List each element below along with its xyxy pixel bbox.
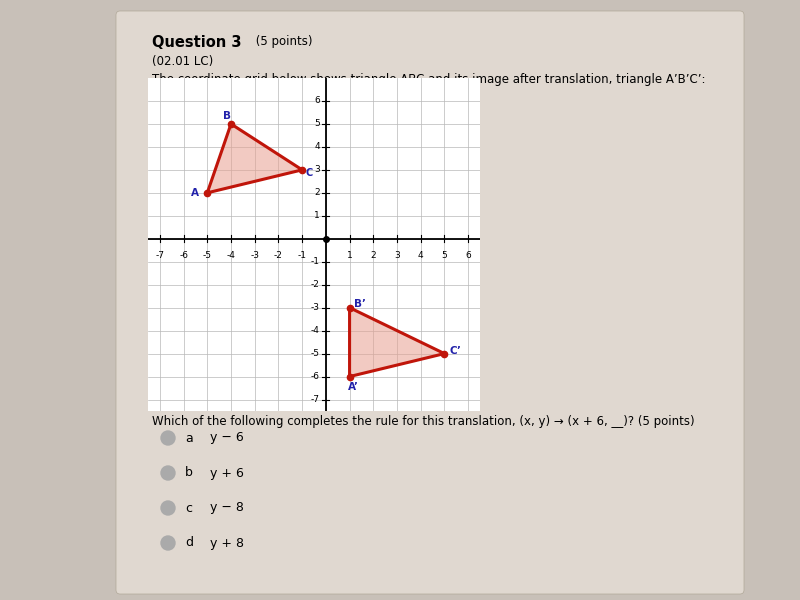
Text: c: c — [185, 502, 192, 514]
Text: 4: 4 — [418, 251, 423, 260]
Polygon shape — [350, 308, 445, 377]
Text: 5: 5 — [314, 119, 320, 128]
Text: -3: -3 — [250, 251, 259, 260]
Text: -2: -2 — [311, 280, 320, 289]
Text: B’: B’ — [354, 299, 366, 309]
Text: -7: -7 — [311, 395, 320, 404]
Text: 2: 2 — [314, 188, 320, 197]
Text: a: a — [185, 431, 193, 445]
Text: A: A — [191, 188, 199, 198]
Text: y − 6: y − 6 — [210, 431, 244, 445]
Text: 3: 3 — [394, 251, 400, 260]
Text: -2: -2 — [274, 251, 283, 260]
Text: 1: 1 — [346, 251, 353, 260]
Text: -5: -5 — [311, 349, 320, 358]
Text: d: d — [185, 536, 193, 550]
Text: 4: 4 — [314, 142, 320, 151]
Text: y + 6: y + 6 — [210, 467, 244, 479]
Text: B: B — [223, 111, 231, 121]
Text: b: b — [185, 467, 193, 479]
Text: 1: 1 — [314, 211, 320, 220]
Text: 2: 2 — [370, 251, 376, 260]
Text: C’: C’ — [449, 346, 461, 356]
Text: Question 3: Question 3 — [152, 35, 242, 50]
Text: Which of the following completes the rule for this translation, (x, y) → (x + 6,: Which of the following completes the rul… — [152, 415, 694, 428]
Text: -1: -1 — [298, 251, 306, 260]
Circle shape — [161, 466, 175, 480]
Text: C: C — [306, 169, 313, 178]
Text: 6: 6 — [466, 251, 471, 260]
Text: (02.01 LC): (02.01 LC) — [152, 55, 214, 68]
Text: -3: -3 — [311, 303, 320, 312]
Text: -6: -6 — [179, 251, 188, 260]
Text: The coordinate grid below shows triangle ABC and its image after translation, tr: The coordinate grid below shows triangle… — [152, 73, 706, 86]
Text: 5: 5 — [442, 251, 447, 260]
Polygon shape — [207, 124, 302, 193]
Text: A’: A’ — [348, 382, 358, 392]
Circle shape — [161, 431, 175, 445]
Text: -7: -7 — [155, 251, 164, 260]
FancyBboxPatch shape — [116, 11, 744, 594]
Text: -5: -5 — [202, 251, 212, 260]
Circle shape — [161, 536, 175, 550]
Text: -4: -4 — [226, 251, 235, 260]
Circle shape — [161, 501, 175, 515]
Text: y + 8: y + 8 — [210, 536, 244, 550]
Text: -6: -6 — [311, 372, 320, 381]
Text: (5 points): (5 points) — [252, 35, 313, 48]
Text: -4: -4 — [311, 326, 320, 335]
Text: y − 8: y − 8 — [210, 502, 244, 514]
Text: 3: 3 — [314, 166, 320, 175]
Text: 6: 6 — [314, 97, 320, 106]
Text: -1: -1 — [311, 257, 320, 266]
